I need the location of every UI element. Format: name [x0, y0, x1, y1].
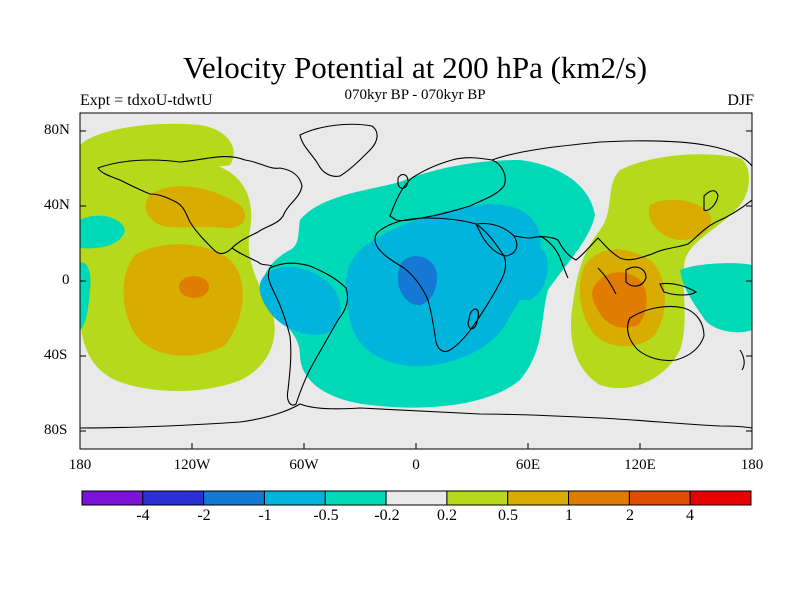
colorbar-swatch	[142, 490, 205, 506]
coastline-arabia	[475, 222, 518, 257]
colorbar-label: -4	[136, 507, 150, 524]
season-label: DJF	[727, 92, 754, 109]
contour-atlantic-negative-mid	[345, 204, 541, 367]
contour-pacific-positive-mid	[123, 244, 243, 356]
colorbar-swatch	[628, 490, 691, 506]
coastline-india	[539, 235, 569, 279]
lon-label-180w: 180	[68, 457, 92, 473]
colorbar-swatch	[263, 490, 326, 506]
colorbar-swatch	[203, 490, 265, 506]
colorbar-label: 1	[565, 507, 573, 524]
coastline-british-isles	[397, 173, 409, 189]
lon-label-120e: 120E	[624, 457, 656, 473]
coastline-sumatra	[597, 267, 617, 295]
coastline-europe	[389, 157, 506, 222]
axis-ticks	[79, 130, 753, 449]
coastline-japan	[703, 190, 719, 211]
coastline-africa	[374, 217, 507, 353]
colorbar-swatch	[507, 490, 570, 506]
colorbar-label: -2	[197, 507, 211, 524]
lat-label-0: 0	[62, 272, 70, 288]
contour-samerica-negative-mid	[259, 266, 341, 335]
lon-label-60w: 60W	[289, 457, 319, 473]
lat-label-80n: 80N	[44, 122, 70, 138]
contour-fill-layer	[80, 113, 752, 449]
colorbar-swatch	[385, 490, 448, 506]
coastline-borneo	[625, 266, 647, 287]
contour-pacific-positive-strong	[179, 276, 209, 298]
lon-label-0: 0	[412, 457, 420, 473]
lon-label-120w: 120W	[173, 457, 211, 473]
colorbar-label: 0.2	[437, 507, 457, 524]
contour-westpac-negative-left-south	[80, 262, 91, 330]
colorbar-label: 0.5	[498, 507, 518, 524]
contour-pacific-positive-weak-top	[80, 123, 234, 170]
coastline-asia	[491, 140, 752, 261]
contour-africa-negative-strong	[398, 256, 438, 306]
colorbar-label: -0.2	[374, 507, 400, 524]
coastline-new-guinea	[659, 282, 698, 296]
lon-label-60e: 60E	[515, 457, 541, 473]
colorbar-label: -1	[258, 507, 272, 524]
colorbar-label: -0.5	[313, 507, 339, 524]
contour-pacific-positive-mid-north	[145, 186, 245, 229]
colorbar-swatch	[324, 490, 387, 506]
lat-label-40n: 40N	[44, 197, 70, 213]
colorbar-label: 2	[626, 507, 634, 524]
contour-asia-positive-mid	[649, 199, 711, 240]
colorbar-label: 4	[686, 507, 694, 524]
coastline-north-america	[97, 155, 303, 255]
coastline-greenland	[299, 123, 378, 177]
lon-label-180e: 180	[740, 457, 764, 473]
experiment-label: Expt = tdxoU-tdwtU	[80, 92, 213, 109]
colorbar-swatch	[568, 490, 630, 506]
colorbar-swatch	[446, 490, 509, 506]
lat-label-40s: 40S	[44, 347, 68, 363]
coastline-south-america	[267, 262, 349, 406]
coastline-antarctica	[80, 403, 752, 429]
coastline-madagascar	[467, 308, 479, 330]
chart-subtitle: 070kyr BP - 070kyr BP	[344, 87, 486, 103]
coastline-australia	[627, 305, 705, 362]
colorbar-swatch	[81, 490, 144, 506]
chart-title: Velocity Potential at 200 hPa (km2/s)	[182, 50, 648, 85]
coastline-new-zealand	[739, 349, 745, 371]
lat-label-80s: 80S	[44, 422, 68, 438]
contour-westpac-negative-left	[80, 215, 125, 249]
colorbar-swatch	[689, 490, 752, 506]
contour-centralpac-negative	[680, 263, 752, 333]
coastline-central-america	[231, 247, 273, 267]
coastlines	[80, 123, 752, 429]
